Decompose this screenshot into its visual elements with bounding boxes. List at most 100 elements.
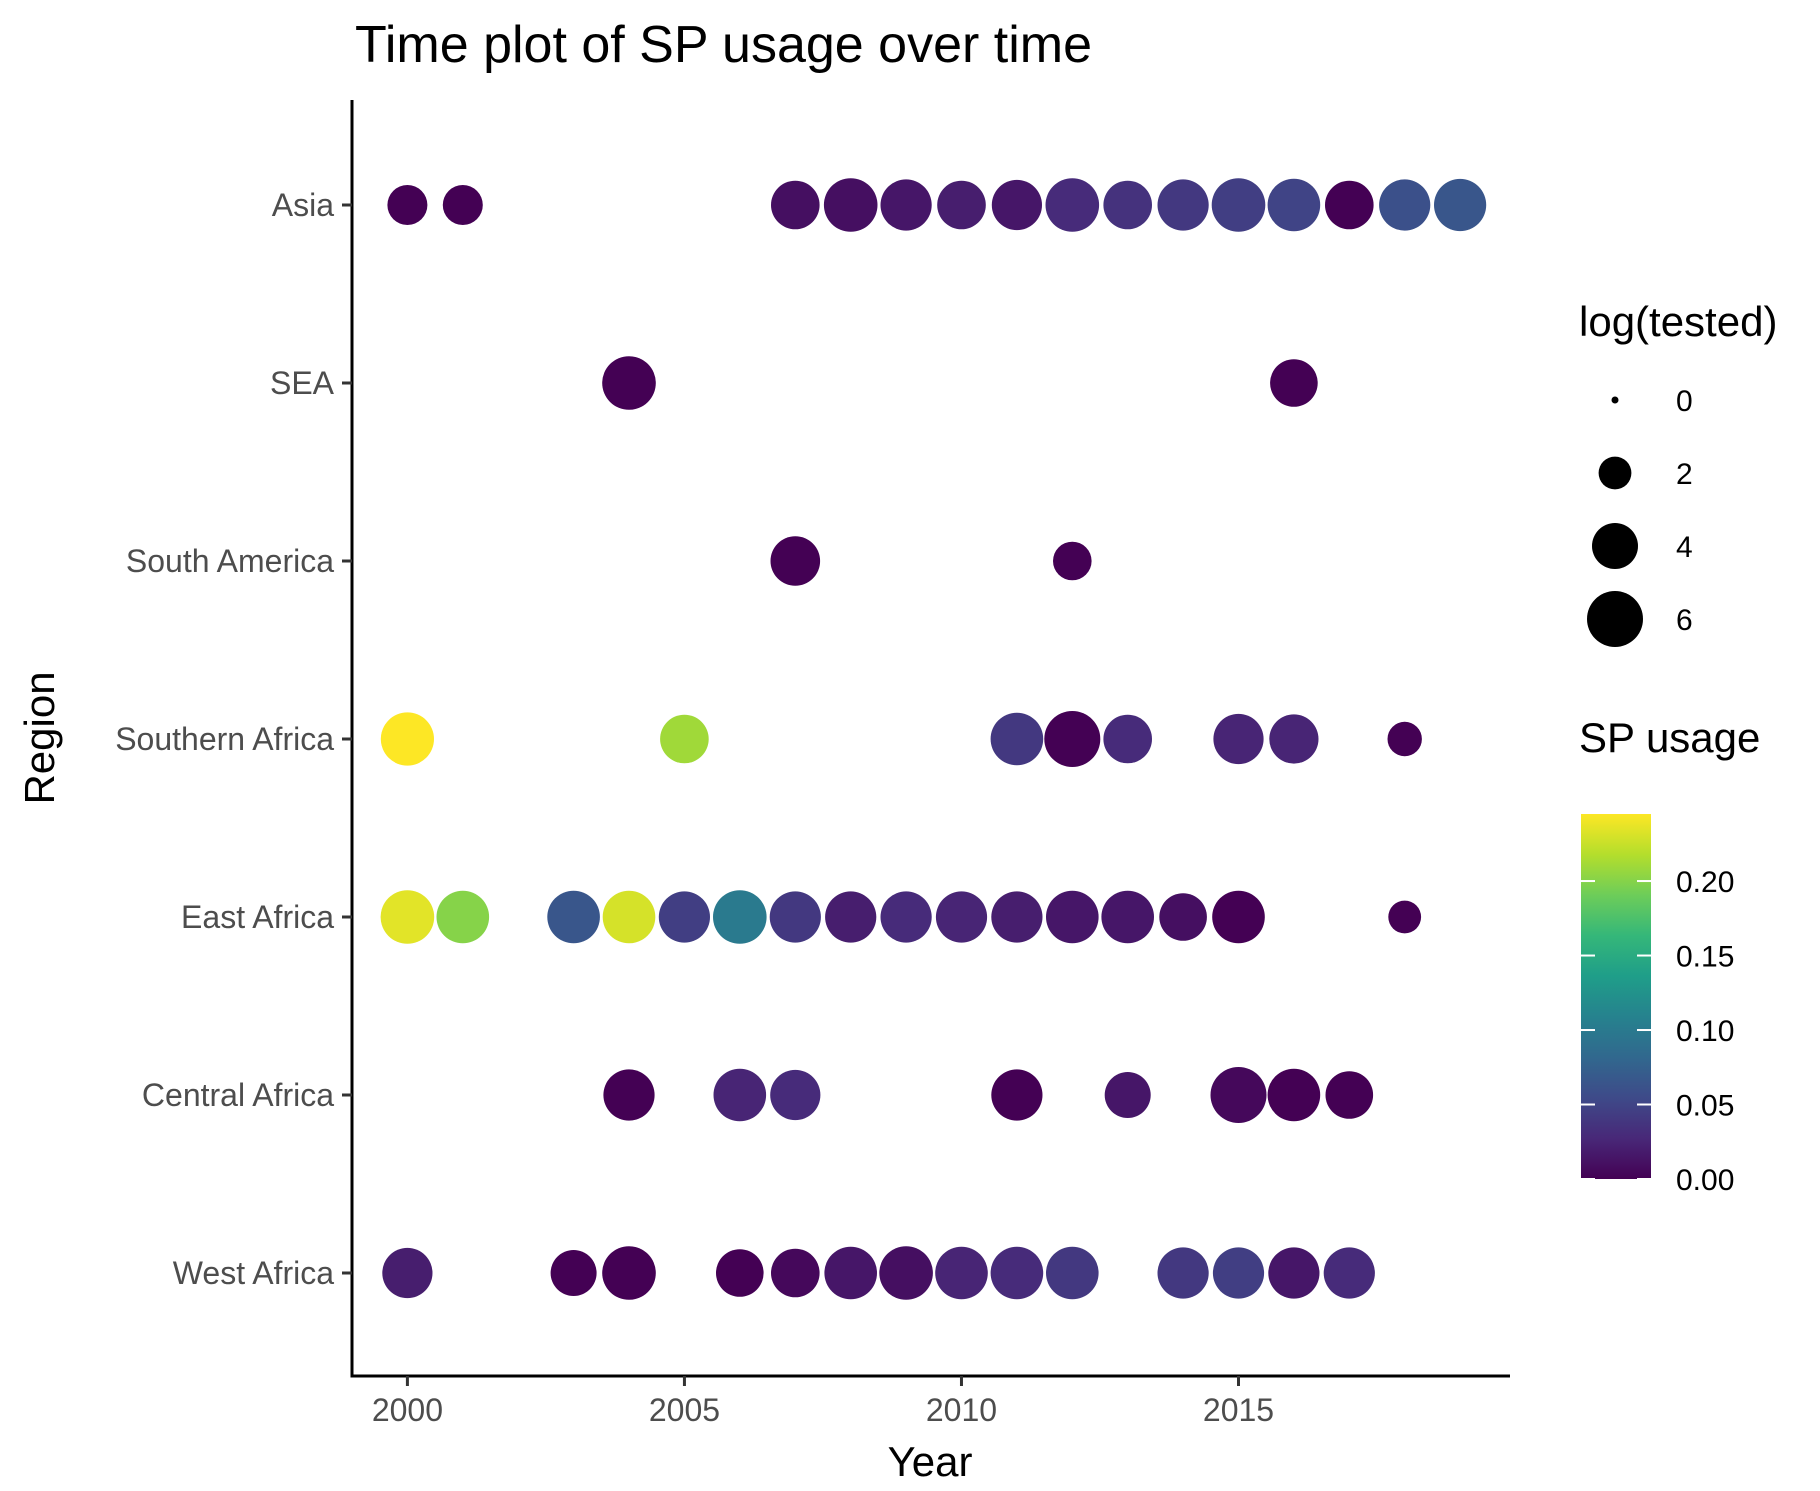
point-southern-africa-2018	[1387, 721, 1422, 757]
point-west-africa-2010	[935, 1246, 988, 1300]
y-tick-label-southern-africa: Southern Africa	[115, 721, 334, 757]
colorbar-label-3: 0.15	[1676, 941, 1734, 974]
point-west-africa-2007	[771, 1248, 820, 1298]
y-tick-label-east-africa: East Africa	[181, 899, 334, 935]
point-west-africa-2017	[1323, 1247, 1375, 1299]
point-east-africa-2013	[1101, 890, 1154, 944]
size-legend-key-2	[1598, 456, 1632, 490]
point-sea-2004	[602, 356, 656, 410]
x-tick-label-2015: 2015	[1203, 1392, 1274, 1428]
point-east-africa-2010	[935, 891, 988, 943]
point-central-africa-2013	[1104, 1072, 1151, 1118]
point-east-africa-2008	[825, 891, 877, 943]
plot-area	[380, 178, 1487, 1300]
point-southern-africa-2013	[1103, 714, 1152, 764]
point-east-africa-2018	[1388, 900, 1422, 934]
point-southern-africa-2000	[380, 712, 434, 766]
x-tick-label-2000: 2000	[372, 1392, 443, 1428]
axes: 2000 2005 2010 2015 West Africa Central Afric…	[115, 100, 1510, 1428]
y-tick-label-central-africa: Central Africa	[142, 1077, 334, 1113]
x-axis-title: Year	[888, 1438, 973, 1485]
size-legend: log(tested) 0 2 4 6	[1579, 298, 1777, 647]
point-asia-2008	[823, 178, 878, 232]
color-legend-title: SP usage	[1579, 714, 1760, 761]
point-central-africa-2006	[713, 1068, 767, 1122]
point-east-africa-2001	[436, 890, 490, 944]
colorbar-label-2: 0.10	[1676, 1015, 1734, 1048]
point-asia-2011	[991, 179, 1042, 231]
point-south-america-2007	[770, 536, 821, 586]
point-central-africa-2015	[1210, 1067, 1267, 1123]
point-asia-2010	[937, 180, 986, 230]
point-west-africa-2011	[990, 1246, 1044, 1300]
point-central-africa-2017	[1325, 1071, 1374, 1119]
point-central-africa-2016	[1267, 1068, 1321, 1122]
size-legend-key-4	[1592, 523, 1638, 569]
y-axis-title: Region	[16, 671, 63, 804]
point-central-africa-2011	[991, 1069, 1043, 1121]
point-west-africa-2006	[716, 1249, 764, 1297]
point-asia-2016	[1267, 178, 1321, 232]
point-east-africa-2000	[380, 890, 435, 944]
size-legend-key-0	[1611, 396, 1619, 404]
size-legend-label-6: 6	[1676, 604, 1693, 637]
point-east-africa-2004	[602, 890, 656, 944]
point-east-africa-2003	[547, 890, 600, 944]
point-west-africa-2003	[550, 1250, 597, 1296]
y-tick-label-sea: SEA	[270, 365, 335, 401]
point-central-africa-2004	[603, 1069, 655, 1121]
size-legend-label-2: 2	[1676, 458, 1693, 491]
point-west-africa-2004	[602, 1246, 656, 1300]
point-east-africa-2014	[1159, 893, 1207, 941]
point-asia-2019	[1434, 178, 1487, 232]
point-west-africa-2009	[879, 1246, 933, 1300]
point-west-africa-2015	[1212, 1247, 1265, 1299]
point-west-africa-2016	[1268, 1247, 1320, 1299]
point-west-africa-2012	[1046, 1246, 1099, 1300]
y-tick-label-west-africa: West Africa	[173, 1255, 334, 1291]
point-asia-2007	[771, 180, 820, 230]
size-legend-key-6	[1587, 591, 1643, 647]
point-east-africa-2005	[658, 891, 711, 943]
point-southern-africa-2012	[1044, 711, 1101, 767]
y-tick-label-asia: Asia	[272, 187, 334, 223]
point-east-africa-2007	[769, 891, 821, 943]
point-asia-2000	[387, 185, 428, 225]
size-legend-title: log(tested)	[1579, 298, 1777, 345]
point-asia-2009	[880, 179, 932, 231]
y-tick-label-south-america: South America	[126, 543, 334, 579]
size-legend-label-0: 0	[1676, 385, 1693, 418]
point-asia-2018	[1379, 179, 1431, 231]
point-west-africa-2008	[824, 1246, 877, 1300]
point-southern-africa-2016	[1269, 714, 1319, 764]
point-asia-2001	[442, 185, 483, 225]
point-east-africa-2009	[880, 891, 932, 943]
point-south-america-2012	[1053, 541, 1092, 581]
point-east-africa-2006	[713, 890, 767, 944]
point-asia-2017	[1325, 180, 1374, 230]
point-east-africa-2012	[1046, 890, 1099, 944]
point-east-africa-2011	[991, 891, 1043, 943]
size-legend-label-4: 4	[1676, 531, 1693, 564]
point-west-africa-2000	[382, 1247, 433, 1299]
colorbar-label-1: 0.05	[1676, 1090, 1734, 1123]
colorbar	[1581, 814, 1651, 1179]
point-asia-2014	[1157, 179, 1209, 231]
color-legend: SP usage 0.00 0.05 0.10 0.15 0.20	[1579, 714, 1760, 1197]
point-asia-2015	[1211, 178, 1266, 232]
x-tick-label-2005: 2005	[649, 1392, 720, 1428]
chart-title: Time plot of SP usage over time	[355, 16, 1092, 74]
point-central-africa-2007	[770, 1069, 821, 1121]
point-southern-africa-2011	[990, 712, 1044, 766]
point-west-africa-2014	[1157, 1247, 1209, 1299]
point-asia-2012	[1045, 178, 1100, 232]
point-southern-africa-2005	[660, 714, 709, 764]
colorbar-label-4: 0.20	[1676, 866, 1734, 899]
x-tick-label-2010: 2010	[926, 1392, 997, 1428]
point-sea-2016	[1270, 359, 1318, 407]
colorbar-label-0: 0.00	[1676, 1164, 1734, 1197]
point-southern-africa-2015	[1213, 713, 1264, 765]
point-asia-2013	[1103, 180, 1152, 230]
point-east-africa-2015	[1212, 890, 1265, 944]
